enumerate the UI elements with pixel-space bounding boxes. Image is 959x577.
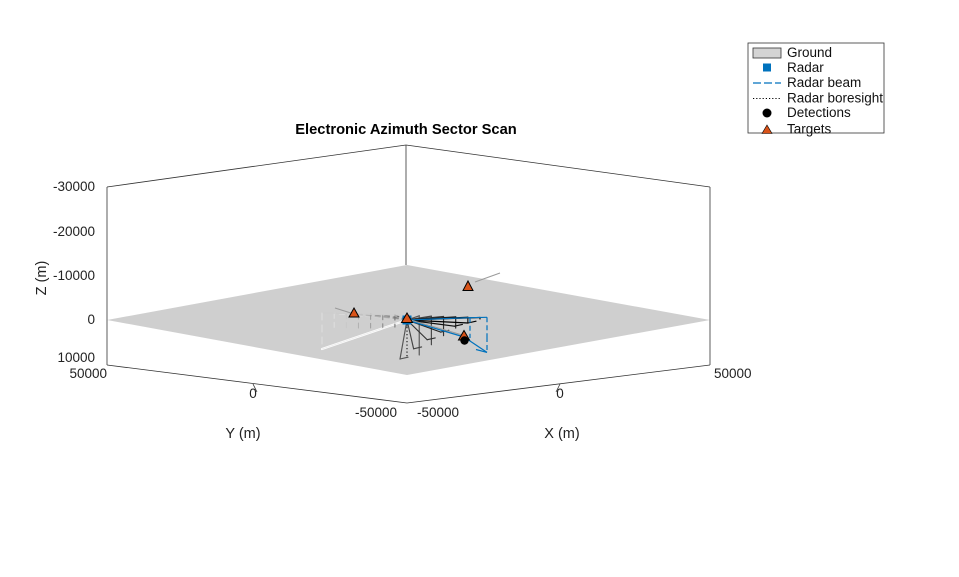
svg-text:50000: 50000 (714, 366, 752, 381)
svg-text:-10000: -10000 (53, 268, 95, 283)
svg-text:Radar: Radar (787, 60, 824, 75)
svg-text:0: 0 (87, 312, 95, 327)
svg-text:0: 0 (556, 386, 564, 401)
svg-text:Ground: Ground (787, 45, 832, 60)
svg-text:Radar beam: Radar beam (787, 75, 861, 90)
svg-text:Detections: Detections (787, 105, 851, 120)
svg-text:50000: 50000 (69, 366, 107, 381)
svg-text:Z (m): Z (m) (34, 261, 50, 296)
svg-text:-50000: -50000 (417, 405, 459, 420)
svg-text:X (m): X (m) (544, 426, 579, 442)
svg-text:Y (m): Y (m) (225, 426, 260, 442)
svg-text:Radar boresight: Radar boresight (787, 91, 883, 106)
svg-text:-30000: -30000 (53, 179, 95, 194)
svg-text:10000: 10000 (57, 350, 95, 365)
svg-text:0: 0 (249, 386, 257, 401)
svg-text:Electronic Azimuth Sector Scan: Electronic Azimuth Sector Scan (295, 122, 516, 138)
svg-text:-50000: -50000 (355, 405, 397, 420)
svg-text:Targets: Targets (787, 122, 832, 137)
svg-text:-20000: -20000 (53, 224, 95, 239)
